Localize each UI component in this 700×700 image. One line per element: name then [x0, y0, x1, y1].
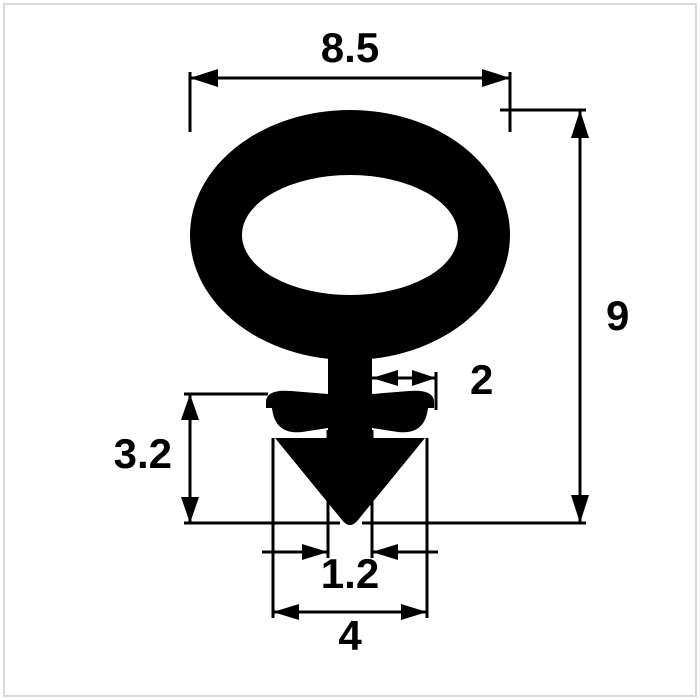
dim-stem-height-label: 3.2	[114, 430, 172, 477]
profile-bulb-inner	[242, 175, 458, 295]
dim-barb-half-label: 2	[470, 356, 493, 403]
dim-foot-width-label: 4	[338, 612, 362, 659]
seal-profile	[190, 110, 510, 525]
dim-neck-width-label: 1.2	[321, 550, 379, 597]
dim-height-right-label: 9	[606, 292, 629, 339]
profile-lower	[266, 330, 434, 525]
technical-drawing: 8.5 9 2 3.2 1.2	[0, 0, 700, 700]
dim-width-top-label: 8.5	[321, 24, 379, 71]
